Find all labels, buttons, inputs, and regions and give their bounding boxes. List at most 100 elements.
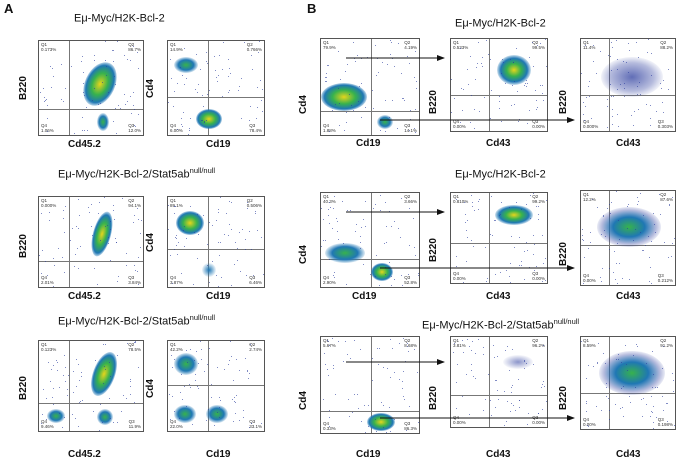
event-dot xyxy=(124,94,125,95)
event-dot xyxy=(92,100,93,101)
event-dot xyxy=(511,236,512,237)
x-axis-label: Cd19 xyxy=(356,138,381,149)
event-dot xyxy=(643,398,644,399)
event-dot xyxy=(542,235,543,236)
event-dot xyxy=(108,237,109,238)
event-dot xyxy=(466,230,467,231)
event-dot xyxy=(628,72,629,73)
event-dot xyxy=(667,403,668,404)
event-dot xyxy=(137,52,138,53)
event-dot xyxy=(339,103,340,104)
event-dot xyxy=(415,132,416,133)
x-axis-label: Cd43 xyxy=(486,138,511,149)
event-dot xyxy=(233,380,234,381)
event-dot xyxy=(514,247,515,248)
event-dot xyxy=(598,343,599,344)
event-dot xyxy=(218,209,219,210)
event-dot xyxy=(616,359,617,360)
event-dot xyxy=(662,102,663,103)
event-dot xyxy=(390,377,391,378)
event-dot xyxy=(493,345,494,346)
event-dot xyxy=(350,210,351,211)
event-dot xyxy=(597,207,598,208)
event-dot xyxy=(483,354,484,355)
event-dot xyxy=(621,362,622,363)
event-dot xyxy=(184,246,185,247)
event-dot xyxy=(407,343,408,344)
event-dot xyxy=(463,282,464,283)
event-dot xyxy=(672,197,673,198)
event-dot xyxy=(134,402,135,403)
flow-plot: Q1 0.000% Q2 94.1% Q4 2.01% Q3 3.84% xyxy=(38,196,144,288)
event-dot xyxy=(201,120,202,121)
event-dot xyxy=(334,272,335,273)
event-dot xyxy=(249,120,250,121)
event-dot xyxy=(609,419,610,420)
event-dot xyxy=(338,88,339,89)
event-dot xyxy=(245,249,246,250)
event-dot xyxy=(368,426,369,427)
event-dot xyxy=(408,351,409,352)
event-dot xyxy=(404,399,405,400)
event-dot xyxy=(99,202,100,203)
event-dot xyxy=(492,235,493,236)
event-dot xyxy=(40,92,41,93)
event-dot xyxy=(240,271,241,272)
event-dot xyxy=(140,247,141,248)
event-dot xyxy=(593,61,594,62)
event-dot xyxy=(235,242,236,243)
gate-label: Q1 3.81% xyxy=(453,338,466,348)
event-dot xyxy=(323,399,324,400)
event-dot xyxy=(519,265,520,266)
event-dot xyxy=(669,204,670,205)
event-dot xyxy=(653,422,654,423)
event-dot xyxy=(41,213,42,214)
event-dot xyxy=(640,193,641,194)
event-dot xyxy=(138,68,139,69)
event-dot xyxy=(510,263,511,264)
event-dot xyxy=(478,201,479,202)
event-dot xyxy=(174,206,175,207)
event-dot xyxy=(511,392,512,393)
event-dot xyxy=(360,349,361,350)
event-dot xyxy=(542,85,543,86)
event-dot xyxy=(532,42,533,43)
event-dot xyxy=(490,118,491,119)
event-dot xyxy=(203,215,204,216)
event-dot xyxy=(361,117,362,118)
event-dot xyxy=(117,422,118,423)
event-dot xyxy=(78,268,79,269)
event-dot xyxy=(472,202,473,203)
event-dot xyxy=(637,197,638,198)
event-dot xyxy=(106,66,107,67)
event-dot xyxy=(662,368,663,369)
event-dot xyxy=(53,388,54,389)
event-dot xyxy=(397,128,398,129)
event-dot xyxy=(512,85,513,86)
event-dot xyxy=(506,421,507,422)
flow-plot: Q1 8.59% Q2 91.2% Q4 0.00% Q3 0.198% xyxy=(580,336,676,430)
event-dot xyxy=(83,83,84,84)
event-dot xyxy=(130,60,131,61)
event-dot xyxy=(537,107,538,108)
event-dot xyxy=(337,221,338,222)
event-dot xyxy=(537,45,538,46)
event-dot xyxy=(543,263,544,264)
event-dot xyxy=(403,98,404,99)
event-dot xyxy=(46,398,47,399)
event-dot xyxy=(361,421,362,422)
event-dot xyxy=(401,73,402,74)
event-dot xyxy=(469,346,470,347)
event-dot xyxy=(94,88,95,89)
event-dot xyxy=(332,228,333,229)
event-dot xyxy=(104,197,105,198)
gate-label: Q3 0.198% xyxy=(657,417,673,427)
event-dot xyxy=(478,42,479,43)
event-dot xyxy=(380,210,381,211)
event-dot xyxy=(118,105,119,106)
event-dot xyxy=(479,111,480,112)
event-dot xyxy=(115,108,116,109)
event-dot xyxy=(384,243,385,244)
event-dot xyxy=(484,97,485,98)
event-dot xyxy=(673,391,674,392)
